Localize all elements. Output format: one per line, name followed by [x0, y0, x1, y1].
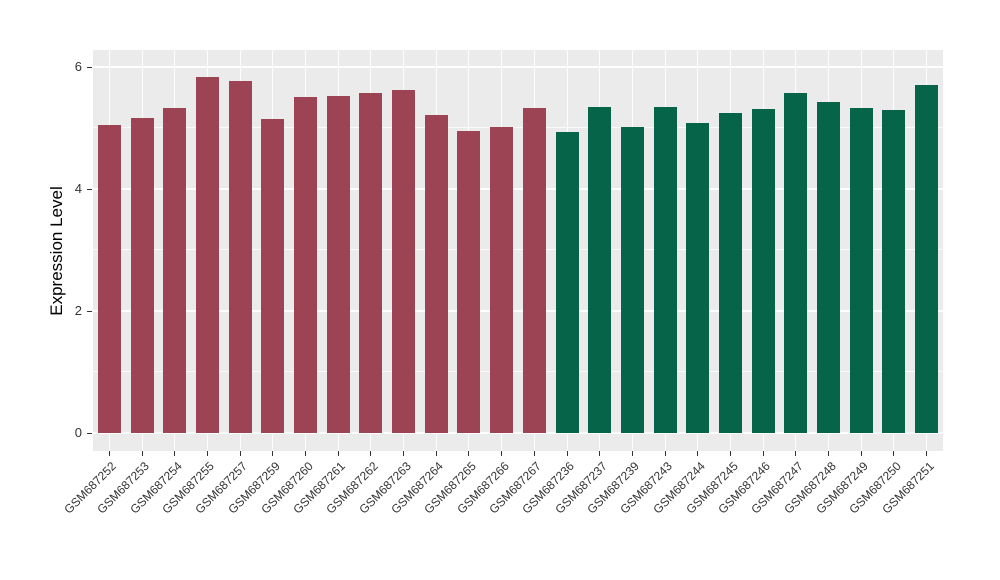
x-tick-mark: [337, 451, 339, 456]
bar: [457, 131, 481, 433]
x-tick-mark: [305, 451, 306, 456]
x-tick-mark: [893, 451, 895, 456]
bar: [163, 107, 187, 433]
h-gridline-minor: [93, 371, 943, 372]
x-tick-mark: [730, 451, 731, 456]
bar: [326, 96, 350, 433]
bar: [130, 118, 154, 433]
bar: [195, 76, 219, 433]
bar: [686, 123, 710, 433]
bar: [424, 115, 448, 433]
bar: [751, 109, 775, 433]
y-tick-label: 6: [74, 59, 82, 74]
x-tick-mark: [206, 451, 208, 456]
x-tick-mark: [239, 451, 241, 456]
h-gridline-minor: [93, 249, 943, 250]
h-gridline-minor: [93, 127, 943, 128]
y-axis-title: Expression Level: [47, 186, 66, 316]
bar: [522, 108, 546, 433]
bar: [294, 96, 317, 433]
bar: [817, 101, 841, 433]
y-tick-mark: [87, 67, 92, 68]
bar: [97, 124, 121, 433]
bar: [490, 127, 514, 433]
h-gridline-major: [93, 188, 943, 190]
y-tick-label: 2: [74, 303, 82, 318]
bar: [588, 107, 612, 433]
x-tick-mark: [435, 451, 437, 456]
bar: [359, 93, 383, 433]
x-tick-mark: [795, 451, 797, 456]
y-tick-mark: [87, 433, 92, 434]
bar: [719, 112, 742, 433]
x-tick-mark: [599, 451, 601, 456]
x-tick-mark: [403, 451, 405, 456]
x-tick-mark: [370, 451, 372, 456]
plot-panel: [93, 50, 943, 451]
x-tick-mark: [762, 451, 764, 456]
bar: [915, 85, 939, 433]
x-tick-mark: [501, 451, 503, 456]
bar: [784, 93, 808, 433]
x-tick-mark: [860, 451, 862, 456]
y-tick-mark: [87, 189, 92, 190]
h-gridline-major: [93, 310, 943, 312]
x-tick-mark: [566, 451, 568, 456]
x-tick-mark: [108, 451, 110, 456]
bar: [849, 107, 873, 433]
bar: [228, 81, 252, 433]
bar: [555, 132, 579, 433]
h-gridline-major: [93, 66, 943, 68]
y-tick-label: 4: [74, 181, 82, 196]
x-tick-label: GSM687252: [61, 459, 120, 517]
x-tick-mark: [697, 451, 699, 456]
bar: [392, 90, 416, 433]
y-tick-mark: [87, 311, 92, 312]
bar: [620, 127, 644, 433]
x-tick-mark: [272, 451, 274, 456]
x-tick-mark: [174, 451, 176, 456]
bar: [261, 118, 285, 433]
x-tick-mark: [828, 451, 830, 456]
x-tick-mark: [533, 451, 535, 456]
x-tick-mark: [631, 451, 633, 456]
y-tick-label: 0: [74, 425, 82, 440]
x-tick-mark: [468, 451, 470, 456]
h-gridline-major: [93, 432, 943, 434]
x-tick-mark: [141, 451, 143, 456]
x-tick-mark: [926, 451, 928, 456]
bar: [653, 107, 677, 433]
x-tick-mark: [664, 451, 666, 456]
bar: [882, 110, 906, 433]
